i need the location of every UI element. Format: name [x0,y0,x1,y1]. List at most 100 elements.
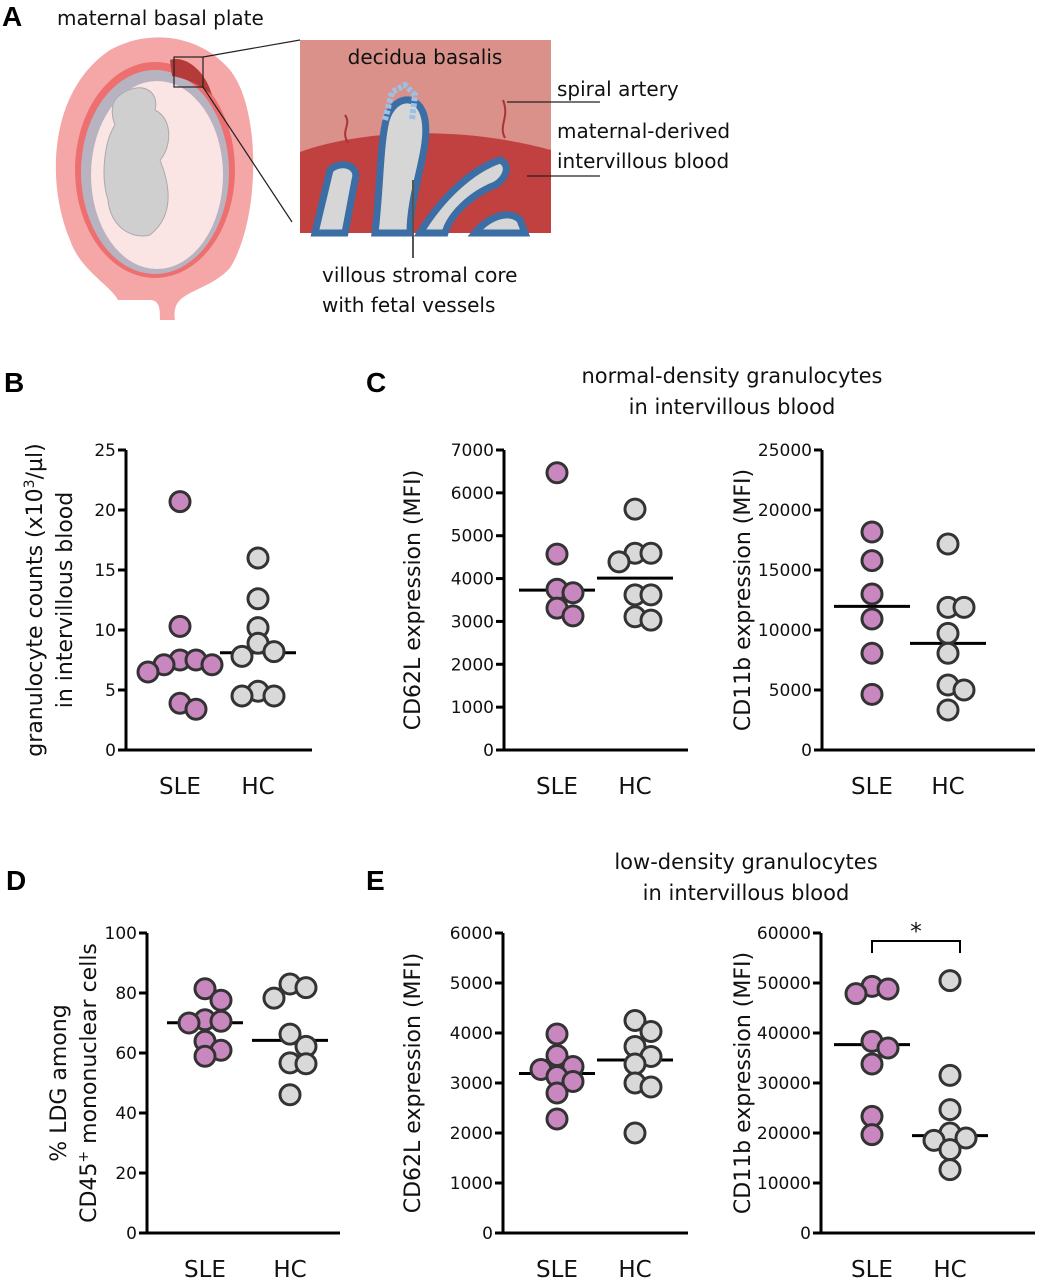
ylabel-d-line1: % LDG among [47,1004,72,1161]
data-point-hc [294,976,318,1000]
y-tick-label: 5 [105,681,116,701]
y-tick-label: 3000 [451,612,494,632]
y-tick-label: 3000 [450,1074,493,1094]
y-tick-label: 20 [115,1164,137,1184]
label-maternal-derived: maternal-derived [557,119,730,143]
data-point-sle [561,1070,585,1093]
x-category-label: HC [618,1257,651,1280]
x-category-label: SLE [184,1257,226,1280]
x-category-label: HC [933,1257,966,1280]
data-point-sle [561,604,585,628]
y-tick-label: 2000 [450,1124,493,1144]
data-point-sle [860,607,884,631]
y-tick-label: 0 [800,1224,811,1244]
data-point-hc [639,583,663,607]
y-tick-label: 25 [94,441,116,461]
chart-e-left: 0 1000 2000 3000 4000 5000 6000 CD62L expressio… [401,924,688,1280]
data-point-hc [938,1138,962,1162]
data-point-hc [938,1098,962,1122]
label-intervillous-blood: intervillous blood [557,149,729,173]
data-point-sle [876,1036,900,1060]
y-tick-label: 15000 [758,561,812,581]
y-tick-label: 60000 [757,924,811,944]
x-category-label: SLE [159,774,201,800]
title-c-line1: normal-density granulocytes [581,364,882,388]
data-point-hc [938,1063,962,1087]
y-tick-label: 5000 [769,681,812,701]
data-point-hc [639,541,663,565]
ylabel-b-unit: /µl) [23,443,48,479]
label-maternal-basal-plate: maternal basal plate [57,6,264,30]
y-axis-label: CD62L expression (MFI) [401,470,426,731]
data-point-sle [545,1107,569,1131]
x-category-label: HC [273,1257,306,1280]
data-point-sle [209,988,233,1012]
title-c-line2: in intervillous blood [629,395,836,419]
data-point-hc [954,1126,978,1150]
data-point-sle [545,461,569,485]
uterus-illustration [55,37,301,320]
data-point-hc [936,532,960,556]
ylabel-d-text: CD45 [77,1163,102,1223]
chart-d: 0 20 40 60 80 100 SLE HC [105,924,340,1280]
label-decidua-basalis: decidua basalis [348,45,503,69]
title-e-line1: low-density granulocytes [614,850,877,874]
y-tick-label: 25000 [758,441,812,461]
data-point-hc [936,621,960,645]
y-tick-label: 1000 [451,698,494,718]
y-tick-label: 80 [115,984,137,1004]
data-point-hc [639,608,663,632]
title-e-line2: in intervillous blood [643,881,850,905]
data-point-hc [938,1158,962,1182]
significance-bracket [871,940,961,953]
data-point-sle [545,1081,569,1105]
data-point-sle [177,1011,201,1035]
data-point-hc [623,1052,647,1076]
data-point-hc [607,550,631,574]
data-point-sle [545,1022,569,1046]
panel-letter-e: E [366,865,385,896]
data-point-sle [184,697,208,721]
ylabel-b-line2: in intervillous blood [53,492,78,709]
data-point-hc [246,587,270,611]
data-point-hc [623,1121,647,1145]
y-tick-label: 20 [94,501,116,521]
data-point-sle [193,1044,217,1068]
data-point-hc [952,678,976,702]
y-axis-label: CD11b expression (MFI) [731,952,756,1214]
data-point-hc [938,969,962,993]
data-point-sle [860,582,884,606]
y-tick-label: 40000 [757,1024,811,1044]
y-tick-label: 6000 [451,484,494,504]
x-category-label: SLE [851,774,893,800]
x-category-label: HC [241,774,274,800]
y-tick-label: 5000 [450,974,493,994]
ylabel-b-text: granulocyte counts (x10 [23,488,48,756]
y-tick-label: 0 [482,1224,493,1244]
y-tick-label: 4000 [450,1024,493,1044]
x-category-label: HC [618,774,651,800]
label-villous-core: villous stromal core [322,263,517,287]
y-tick-label: 4000 [451,570,494,590]
data-point-hc [639,1075,663,1099]
data-point-sle [200,653,224,677]
y-tick-label: 0 [801,741,812,761]
data-point-hc [623,1009,647,1032]
panel-letter-c: C [366,367,386,398]
data-point-sle [860,682,884,706]
y-tick-label: 10000 [757,1174,811,1194]
data-point-sle [136,660,160,684]
x-category-label: SLE [851,1257,893,1280]
data-point-hc [262,684,286,708]
y-tick-label: 0 [105,741,116,761]
data-point-hc [952,595,976,619]
panel-letter-d: D [6,865,26,896]
y-tick-label: 20000 [757,1124,811,1144]
x-category-label: SLE [536,774,578,800]
data-point-sle [860,641,884,665]
ylabel-d-superscript: + [76,1151,92,1163]
y-tick-label: 100 [105,924,137,944]
